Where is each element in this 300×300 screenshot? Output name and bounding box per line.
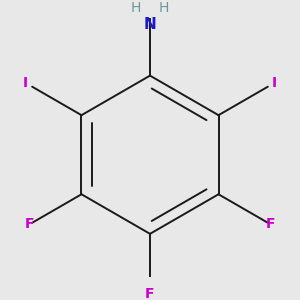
- Text: N: N: [144, 17, 156, 32]
- Text: F: F: [145, 287, 155, 300]
- Text: H: H: [130, 2, 141, 15]
- Text: I: I: [23, 76, 28, 90]
- Text: H: H: [159, 2, 169, 15]
- Text: F: F: [266, 217, 275, 231]
- Text: F: F: [25, 217, 34, 231]
- Text: I: I: [272, 76, 277, 90]
